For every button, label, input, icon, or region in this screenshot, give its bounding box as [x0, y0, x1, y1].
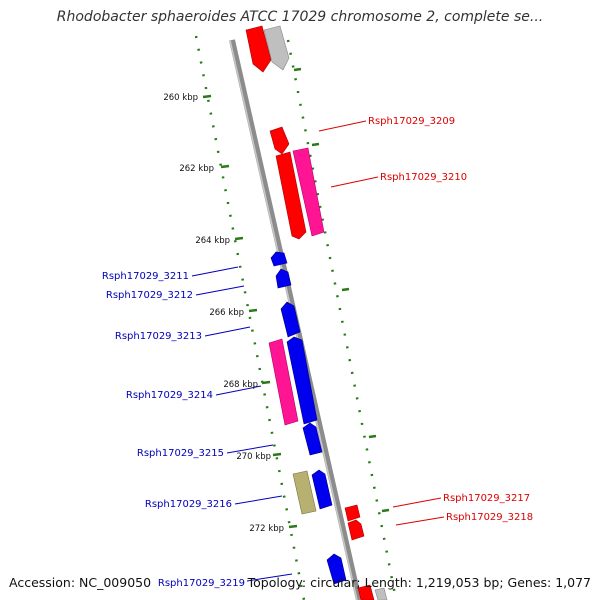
gene-label-3219[interactable]: Rsph17029_3219	[158, 578, 245, 589]
gene-label-3211[interactable]: Rsph17029_3211	[102, 271, 189, 282]
major-ticks	[202, 94, 298, 529]
gene-label-3209[interactable]: Rsph17029_3209	[368, 116, 455, 127]
gene-features	[245, 25, 388, 600]
gene-3215-feature[interactable]	[302, 422, 323, 456]
gene-label-3214[interactable]: Rsph17029_3214	[126, 390, 213, 401]
gene-bottom-grey-feature[interactable]	[374, 587, 388, 600]
scale-label-268: 268 kbp	[223, 380, 258, 390]
gene-labels: Rsph17029_3209 Rsph17029_3210 Rsph17029_…	[102, 116, 533, 589]
map-title: Rhodobacter sphaeroides ATCC 17029 chrom…	[56, 9, 544, 25]
outer-ring-ticks	[293, 67, 390, 513]
gene-label-3212[interactable]: Rsph17029_3212	[106, 290, 193, 301]
gene-3214-feature[interactable]	[268, 338, 299, 426]
genome-summary-text: Topology: circular; Length: 1,219,053 bp…	[247, 575, 591, 590]
gene-3217-feature[interactable]	[344, 504, 361, 522]
gene-label-3217[interactable]: Rsph17029_3217	[443, 493, 530, 504]
gene-label-3218[interactable]: Rsph17029_3218	[446, 512, 533, 523]
gene-3210-feature[interactable]	[292, 147, 325, 237]
gene-3208-feature[interactable]	[245, 25, 272, 73]
scale-label-266: 266 kbp	[209, 308, 244, 318]
gene-3212-feature[interactable]	[275, 268, 292, 289]
gene-label-3216[interactable]: Rsph17029_3216	[145, 499, 232, 510]
gene-unnamed-grey-feature[interactable]	[263, 25, 290, 71]
gene-3211-feature[interactable]	[270, 251, 288, 267]
scale-label-272: 272 kbp	[249, 524, 284, 534]
gene-label-3213[interactable]: Rsph17029_3213	[115, 331, 202, 342]
gene-3219-feature[interactable]	[326, 553, 347, 585]
inner-dotted-ring	[194, 35, 306, 600]
scale-label-260: 260 kbp	[163, 93, 198, 103]
gene-3213-feature[interactable]	[280, 301, 301, 338]
accession-text: Accession: NC_009050	[9, 575, 152, 590]
gene-bottom-red-feature[interactable]	[357, 584, 375, 600]
gene-3218-feature[interactable]	[347, 519, 365, 541]
scale-label-270: 270 kbp	[236, 452, 271, 462]
gene-3216b-feature[interactable]	[311, 469, 333, 510]
gene-3209-feature[interactable]	[269, 126, 290, 155]
leader-lines	[191, 120, 445, 582]
gene-3216-feature[interactable]	[292, 470, 317, 515]
gene-3210a-feature[interactable]	[275, 151, 307, 240]
scale-labels: 260 kbp 262 kbp 264 kbp 266 kbp 268 kbp …	[163, 93, 284, 534]
scale-label-262: 262 kbp	[179, 164, 214, 174]
gene-3214b-feature[interactable]	[286, 336, 318, 425]
gene-label-3215[interactable]: Rsph17029_3215	[137, 448, 224, 459]
gene-label-3210[interactable]: Rsph17029_3210	[380, 172, 467, 183]
scale-label-264: 264 kbp	[195, 236, 230, 246]
